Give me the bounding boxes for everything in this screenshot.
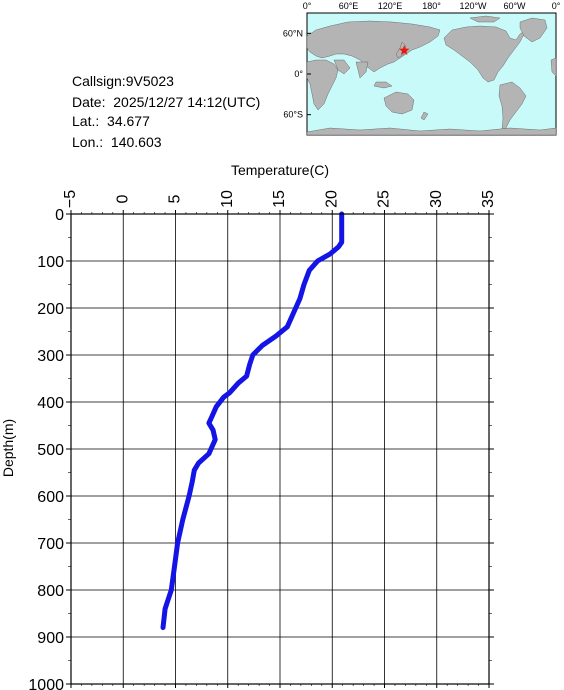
y-tick-label: 0 [55, 207, 64, 224]
land-africa-west [550, 57, 557, 77]
x-axis-title: Temperature(C) [231, 162, 329, 178]
map-lon-label: 120°E [378, 1, 403, 11]
date-line: Date: 2025/12/27 14:12(UTC) [72, 94, 260, 110]
map-lon-label: 60°E [339, 1, 359, 11]
map-lon-label: 60°W [503, 1, 526, 11]
lon-line: Lon.: 140.603 [72, 134, 162, 150]
x-tick-label: 10 [219, 190, 236, 208]
map-lon-label: 0° [552, 1, 561, 11]
land-eurasia [306, 20, 441, 73]
y-tick-label: 200 [37, 301, 64, 318]
temperature-profile-line [160, 211, 345, 631]
land-arctic-islands [469, 15, 501, 23]
x-tick-label: 35 [480, 190, 497, 208]
land-new-zealand [420, 111, 429, 121]
x-tick-label: 25 [376, 190, 393, 208]
land-antarctica [306, 127, 557, 136]
land-indonesia [373, 81, 393, 89]
station-marker-icon [399, 45, 410, 55]
date-value: 2025/12/27 14:12(UTC) [113, 94, 261, 110]
map-marker-layer [399, 45, 410, 55]
land-south-america [498, 81, 527, 131]
map-lat-label: 60°N [283, 28, 303, 38]
y-tick-label: 1000 [28, 677, 64, 690]
y-axis-title: Depth(m) [0, 419, 16, 477]
map-side-ticks: 60°N 0° 60°S [283, 28, 311, 120]
land-arabia [333, 59, 351, 75]
lat-value: 34.677 [107, 113, 150, 129]
x-tick-label: 5 [167, 194, 184, 203]
map-lon-label: 120°W [459, 1, 487, 11]
y-tick-label: 100 [37, 254, 64, 271]
y-tick-label: 600 [37, 489, 64, 506]
grid [70, 213, 490, 685]
lon-label: Lon.: [72, 134, 104, 150]
x-tick-label: 15 [271, 190, 288, 208]
callsign-line: Callsign:9V5023 [72, 73, 174, 89]
y-tick-label: 400 [37, 395, 64, 412]
lat-label: Lat.: [72, 113, 100, 129]
map-lat-label: 0° [294, 69, 303, 79]
y-tick-label: 700 [37, 536, 64, 553]
x-tick-label: −5 [62, 190, 79, 208]
land-africa [306, 59, 339, 111]
x-tick-label: 30 [428, 190, 445, 208]
callsign-label: Callsign: [72, 73, 126, 89]
callsign-value: 9V5023 [125, 73, 174, 89]
plot-frame [70, 213, 490, 685]
y-tick-label: 300 [37, 348, 64, 365]
y-tick-label: 500 [37, 442, 64, 459]
tick-labels: −5 0 5 10 15 20 25 30 35010020030040050060070080… [28, 190, 497, 690]
y-tick-label: 800 [37, 583, 64, 600]
land-india [355, 61, 369, 79]
map-land [306, 15, 557, 136]
map-lat-label: 60°S [283, 110, 303, 120]
date-label: Date: [72, 94, 106, 110]
land-north-america [443, 25, 527, 83]
map-lon-label: 0° [303, 1, 312, 11]
series-layer [160, 211, 345, 631]
lon-value: 140.603 [110, 134, 162, 150]
land-greenland [519, 17, 548, 43]
x-tick-label: 20 [323, 190, 340, 208]
x-tick-label: 0 [114, 194, 131, 203]
land-australia [383, 91, 415, 115]
y-tick-label: 900 [37, 630, 64, 647]
map-top-ticks: 0° 60°E 120°E 180° 120°W 60°W 0° [303, 1, 561, 11]
lat-line: Lat.: 34.677 [72, 113, 150, 129]
world-map: 0° 60°E 120°E 180° 120°W 60°W 0° 60°N 0° 60°S [283, 1, 561, 136]
map-lon-label: 180° [422, 1, 441, 11]
